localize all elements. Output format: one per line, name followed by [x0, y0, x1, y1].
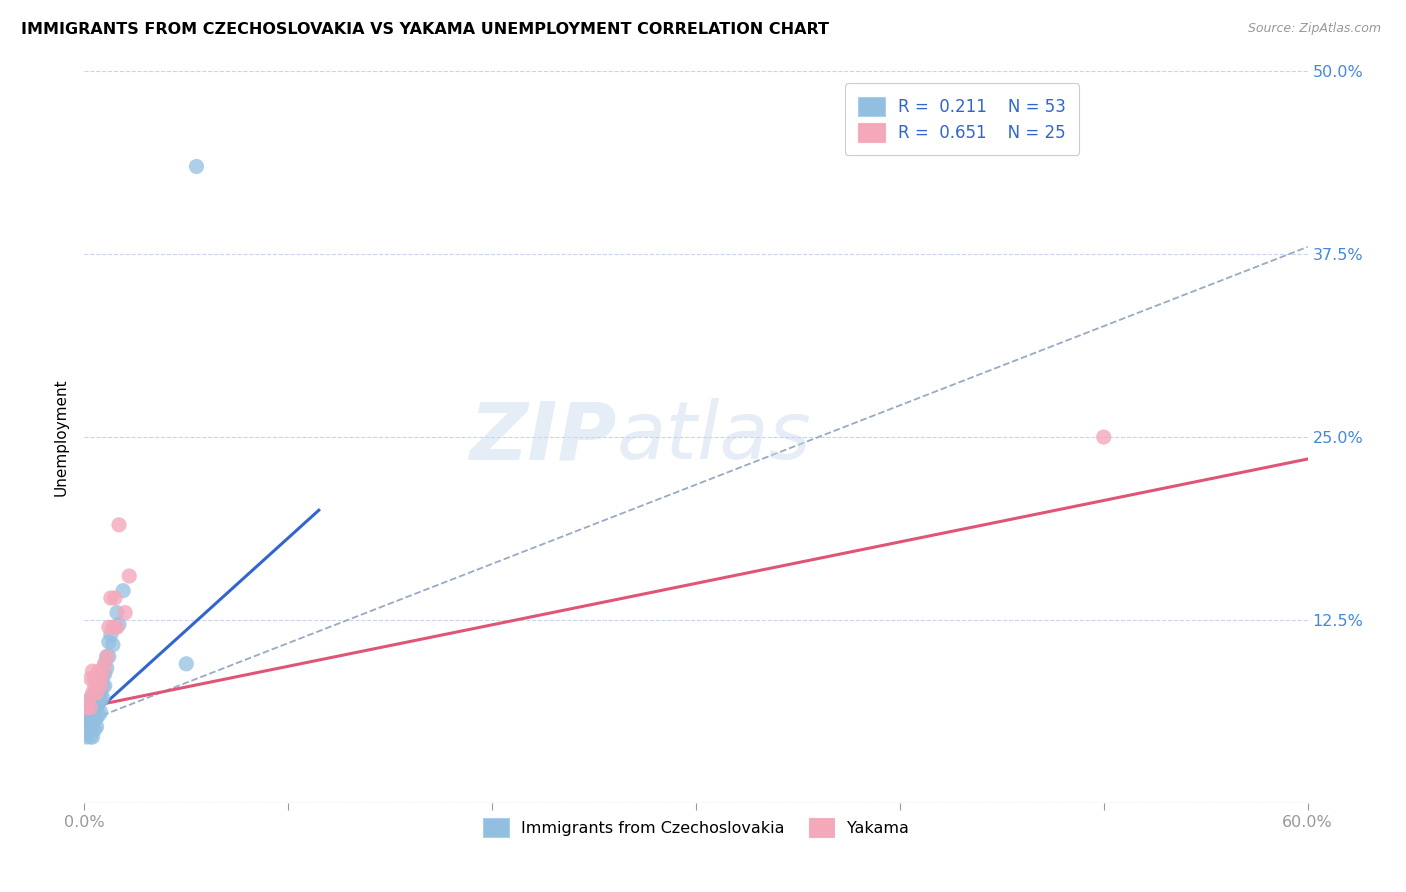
Point: [93, 657, 115, 671]
Point: [96, 649, 118, 664]
Point: [93, 679, 115, 693]
Y-axis label: Unemployment: Unemployment: [53, 378, 69, 496]
Point: [104, 620, 127, 634]
Point: [83, 723, 105, 737]
Point: [82, 700, 104, 714]
Point: [75, 715, 97, 730]
Point: [90, 693, 112, 707]
Point: [75, 730, 97, 744]
Point: [86, 686, 108, 700]
Point: [79, 696, 101, 710]
Point: [90, 672, 112, 686]
Point: [79, 700, 101, 714]
Point: [79, 730, 101, 744]
Text: atlas: atlas: [616, 398, 811, 476]
Point: [75, 700, 97, 714]
Point: [108, 617, 131, 632]
Point: [97, 649, 120, 664]
Point: [87, 664, 110, 678]
Point: [87, 681, 110, 696]
Point: [112, 583, 135, 598]
Point: [101, 620, 124, 634]
Point: [97, 620, 120, 634]
Point: [105, 606, 128, 620]
Point: [90, 679, 112, 693]
Point: [97, 635, 120, 649]
Point: [77, 713, 100, 727]
Point: [86, 693, 108, 707]
Legend: Immigrants from Czechoslovakia, Yakama: Immigrants from Czechoslovakia, Yakama: [470, 805, 922, 850]
Point: [83, 696, 105, 710]
Point: [101, 638, 124, 652]
Point: [83, 672, 105, 686]
Point: [86, 686, 108, 700]
Point: [75, 700, 97, 714]
Point: [83, 713, 105, 727]
Point: [83, 705, 105, 719]
Point: [114, 606, 136, 620]
Point: [82, 718, 104, 732]
Point: [91, 690, 114, 705]
Point: [93, 657, 115, 671]
Point: [90, 676, 112, 690]
Text: ZIP: ZIP: [470, 398, 616, 476]
Text: IMMIGRANTS FROM CZECHOSLOVAKIA VS YAKAMA UNEMPLOYMENT CORRELATION CHART: IMMIGRANTS FROM CZECHOSLOVAKIA VS YAKAMA…: [21, 22, 830, 37]
Point: [87, 689, 110, 703]
Point: [77, 704, 100, 718]
Point: [91, 667, 114, 681]
Point: [186, 160, 208, 174]
Point: [87, 708, 110, 723]
Point: [79, 672, 101, 686]
Point: [82, 730, 104, 744]
Point: [79, 705, 101, 719]
Point: [86, 700, 108, 714]
Point: [86, 720, 108, 734]
Point: [100, 591, 122, 605]
Text: Source: ZipAtlas.com: Source: ZipAtlas.com: [1247, 22, 1381, 36]
Point: [118, 569, 141, 583]
Point: [77, 693, 100, 707]
Point: [82, 690, 104, 705]
Point: [96, 649, 118, 664]
Point: [90, 705, 112, 719]
Point: [1092, 430, 1115, 444]
Point: [86, 711, 108, 725]
Point: [83, 686, 105, 700]
Point: [91, 679, 114, 693]
Point: [108, 517, 131, 532]
Point: [91, 664, 114, 678]
Point: [79, 711, 101, 725]
Point: [93, 667, 115, 681]
Point: [100, 627, 122, 641]
Point: [90, 686, 112, 700]
Point: [82, 664, 104, 678]
Point: [77, 693, 100, 707]
Point: [174, 657, 197, 671]
Point: [96, 661, 118, 675]
Point: [104, 591, 127, 605]
Point: [86, 672, 108, 686]
Point: [82, 708, 104, 723]
Point: [77, 723, 100, 737]
Point: [87, 696, 110, 710]
Point: [79, 720, 101, 734]
Point: [105, 620, 128, 634]
Point: [83, 679, 105, 693]
Point: [82, 686, 104, 700]
